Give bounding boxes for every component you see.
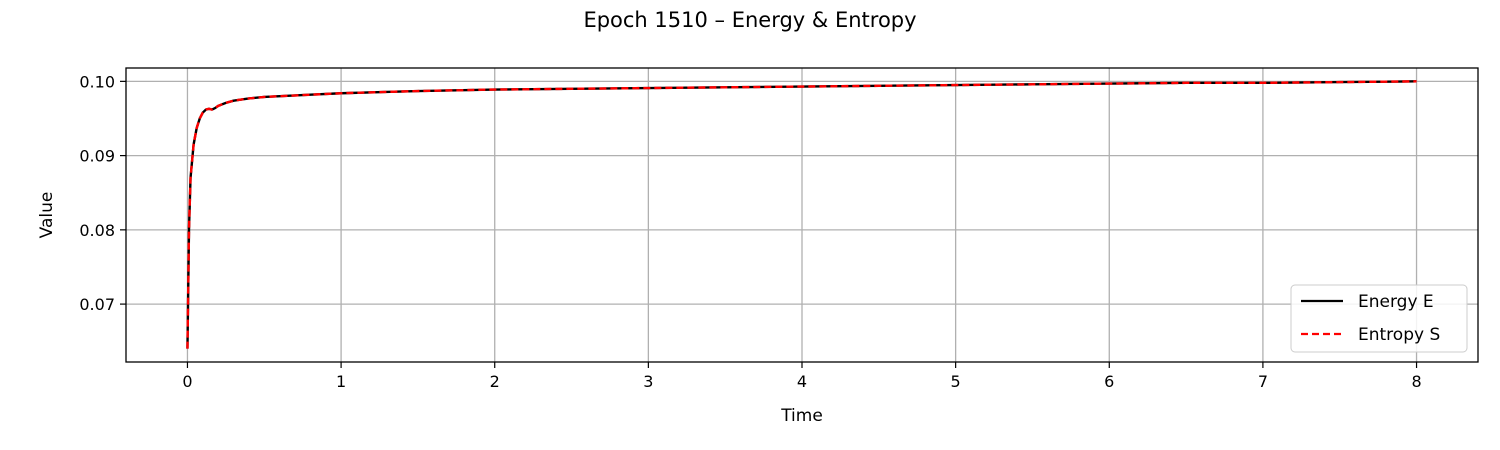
tick-layer: 0 1 2 3 4 5 6 7 8 0.07 0.08 0.09 0.10 <box>79 72 1421 391</box>
y-tick-label: 0.09 <box>79 147 115 166</box>
x-tick-label: 7 <box>1258 372 1268 391</box>
x-tick-label: 5 <box>951 372 961 391</box>
grid-layer <box>126 68 1478 362</box>
series-layer <box>186 80 1417 349</box>
chart-title: Epoch 1510 – Energy & Entropy <box>583 8 916 32</box>
x-tick-label: 6 <box>1104 372 1114 391</box>
x-tick-label: 2 <box>490 372 500 391</box>
y-tick-label: 0.08 <box>79 221 115 240</box>
x-axis-label: Time <box>780 406 823 426</box>
x-tick-label: 8 <box>1411 372 1421 391</box>
x-tick-label: 0 <box>182 372 192 391</box>
legend-label-energy: Energy E <box>1358 292 1434 312</box>
x-tick-label: 4 <box>797 372 807 391</box>
x-tick-label: 1 <box>336 372 346 391</box>
y-tick-label: 0.10 <box>79 72 115 91</box>
x-tick-label: 3 <box>643 372 653 391</box>
legend: Energy E Entropy S <box>1290 284 1468 353</box>
entropy-line <box>186 80 1417 349</box>
y-tick-label: 0.07 <box>79 295 115 314</box>
legend-label-entropy: Entropy S <box>1358 325 1440 345</box>
y-axis-label: Value <box>37 192 57 239</box>
